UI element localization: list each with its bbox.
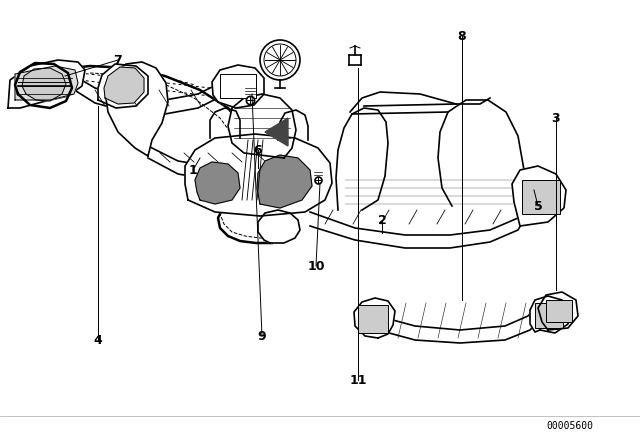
Polygon shape (378, 303, 542, 343)
Text: 10: 10 (307, 259, 324, 272)
Polygon shape (258, 210, 300, 243)
Bar (535, 303, 563, 328)
Polygon shape (310, 206, 525, 248)
Polygon shape (15, 66, 78, 100)
Polygon shape (68, 72, 220, 114)
Text: 2: 2 (378, 214, 387, 227)
Polygon shape (530, 296, 570, 333)
Polygon shape (354, 298, 395, 338)
Polygon shape (8, 60, 85, 108)
Text: 1: 1 (189, 164, 197, 177)
Bar (522, 180, 560, 214)
Polygon shape (195, 162, 240, 204)
Polygon shape (228, 94, 296, 158)
Polygon shape (10, 66, 272, 243)
Polygon shape (257, 155, 312, 208)
Polygon shape (0, 447, 1, 448)
Text: 00005600: 00005600 (547, 421, 593, 431)
Polygon shape (212, 65, 264, 108)
Text: 5: 5 (534, 199, 542, 212)
Text: 8: 8 (458, 30, 467, 43)
Polygon shape (512, 166, 566, 226)
Polygon shape (22, 68, 66, 101)
Text: 7: 7 (114, 53, 122, 66)
Text: 6: 6 (253, 143, 262, 156)
Polygon shape (338, 114, 524, 206)
Text: 3: 3 (552, 112, 560, 125)
Bar (546, 300, 572, 322)
Text: 4: 4 (93, 333, 102, 346)
Bar (358, 305, 388, 333)
Polygon shape (105, 62, 168, 156)
Polygon shape (104, 67, 144, 104)
Polygon shape (15, 63, 72, 108)
Text: 11: 11 (349, 374, 367, 387)
Polygon shape (148, 142, 290, 180)
Polygon shape (265, 118, 288, 146)
Polygon shape (185, 134, 332, 216)
Polygon shape (538, 292, 578, 330)
Bar (220, 74, 256, 98)
Polygon shape (98, 64, 148, 108)
Text: 9: 9 (258, 329, 266, 343)
